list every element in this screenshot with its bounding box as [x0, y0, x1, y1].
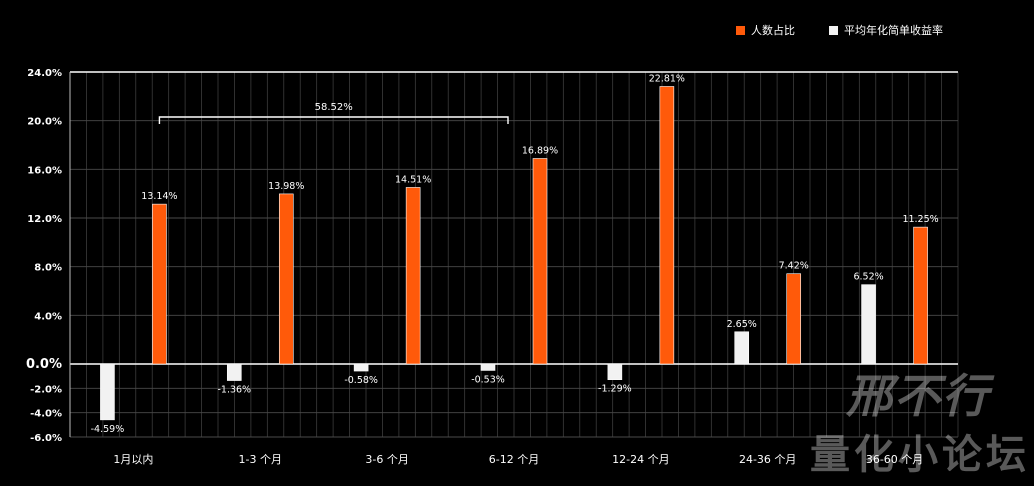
headcount-value-label: 22.81%	[649, 73, 685, 84]
y-tick-label: 12.0%	[27, 214, 62, 225]
return-value-label: -0.58%	[344, 375, 378, 386]
y-tick-label: 24.0%	[27, 68, 62, 79]
headcount-bar	[152, 203, 167, 365]
watermark: 邢不行 量化小论坛	[770, 360, 1030, 480]
headcount-value-label: 11.25%	[902, 214, 938, 225]
headcount-bar	[405, 187, 421, 365]
headcount-value-label: 13.14%	[141, 191, 177, 202]
y-tick-label: 4.0%	[34, 311, 62, 322]
return-value-label: -1.36%	[217, 385, 251, 396]
headcount-value-label: 13.98%	[268, 181, 304, 192]
watermark-brand: 邢不行	[846, 369, 990, 423]
return-value-label: -4.59%	[91, 424, 125, 435]
headcount-value-label: 7.42%	[779, 261, 809, 272]
return-bar	[480, 363, 496, 371]
headcount-value-label: 16.89%	[522, 146, 558, 157]
y-tick-label: 20.0%	[27, 117, 62, 128]
return-value-label: -1.29%	[598, 384, 632, 395]
headcount-bar	[278, 193, 294, 365]
return-bar	[861, 284, 876, 365]
chart-legend: 人数占比 平均年化简单收益率	[736, 22, 943, 38]
y-tick-label: -6.0%	[30, 433, 62, 444]
return-bar	[100, 363, 115, 421]
x-tick-label: 1-3 个月	[239, 453, 282, 466]
x-tick-label: 3-6 个月	[365, 453, 408, 466]
x-tick-label: 6-12 个月	[489, 453, 539, 466]
legend-label-headcount: 人数占比	[751, 24, 795, 37]
y-tick-label: -4.0%	[30, 409, 62, 420]
y-tick-label: 16.0%	[27, 165, 62, 176]
legend-label-return: 平均年化简单收益率	[844, 24, 943, 37]
watermark-forum: 量化小论坛	[810, 432, 1030, 478]
x-tick-label: 24-36 个月	[739, 453, 796, 466]
headcount-bar	[786, 273, 802, 365]
headcount-bar	[659, 86, 675, 365]
return-bar	[226, 363, 242, 381]
legend-item-headcount: 人数占比	[736, 22, 795, 38]
headcount-bar	[532, 158, 548, 365]
annotation-label: 58.52%	[315, 102, 353, 113]
legend-swatch-return	[829, 25, 838, 35]
return-value-label: -0.53%	[471, 374, 505, 385]
x-tick-label: 36-60 个月	[866, 453, 923, 466]
headcount-value-label: 14.51%	[395, 174, 431, 185]
legend-item-return: 平均年化简单收益率	[829, 22, 943, 38]
y-tick-label: -2.0%	[30, 384, 62, 395]
return-bar	[607, 363, 623, 380]
return-bar	[734, 331, 750, 365]
return-value-label: 6.52%	[853, 272, 883, 283]
x-tick-label: 1月以内	[113, 452, 153, 466]
return-value-label: 2.65%	[727, 319, 757, 330]
y-tick-label: 8.0%	[34, 263, 62, 274]
y-tick-label: 0.0%	[26, 357, 62, 372]
bracket-annotation	[158, 116, 509, 124]
x-tick-label: 12-24 个月	[612, 453, 669, 466]
legend-swatch-headcount	[736, 25, 745, 35]
return-bar	[353, 363, 369, 372]
headcount-bar	[913, 226, 928, 365]
